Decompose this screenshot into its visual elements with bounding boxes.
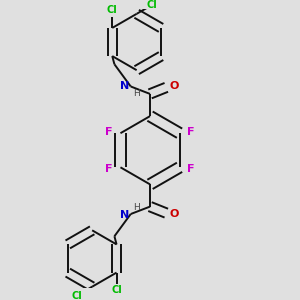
Text: O: O (170, 82, 179, 92)
Text: Cl: Cl (107, 5, 118, 15)
Text: N: N (120, 81, 129, 91)
Text: Cl: Cl (71, 291, 82, 300)
Text: F: F (105, 164, 113, 174)
Text: F: F (187, 164, 195, 174)
Text: H: H (133, 203, 140, 212)
Text: Cl: Cl (111, 285, 122, 296)
Text: N: N (120, 210, 129, 220)
Text: H: H (133, 88, 140, 98)
Text: O: O (170, 209, 179, 219)
Text: F: F (105, 127, 113, 137)
Text: Cl: Cl (147, 0, 158, 10)
Text: F: F (187, 127, 195, 137)
